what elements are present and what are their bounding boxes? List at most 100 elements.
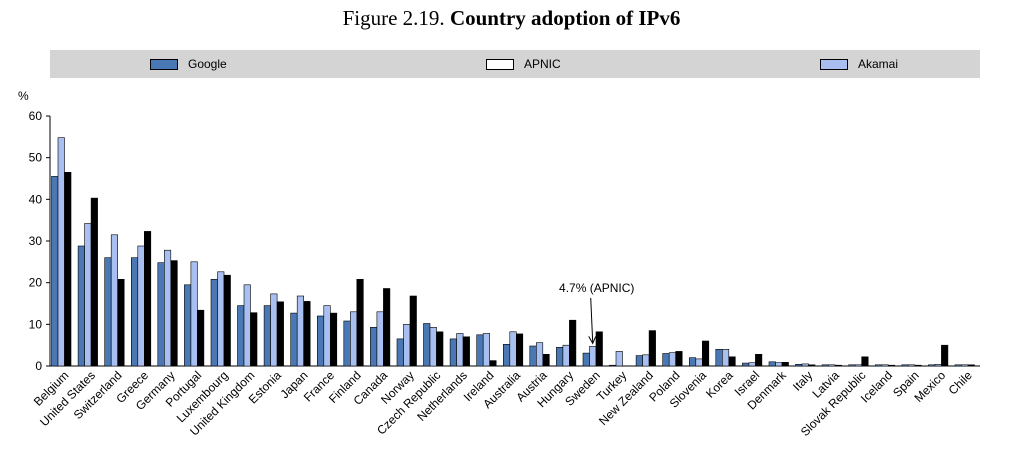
- bar-apnic: [781, 361, 789, 367]
- bar-apnic: [250, 312, 258, 367]
- bar-akamai: [509, 331, 517, 367]
- bar-apnic: [542, 353, 550, 367]
- bar-akamai: [562, 344, 570, 367]
- figure-number: Figure 2.19.: [342, 6, 445, 30]
- bar-group: [51, 137, 975, 367]
- bar-apnic: [170, 260, 178, 367]
- bar-apnic: [701, 340, 710, 367]
- bar-google: [848, 364, 856, 367]
- bar-google: [582, 352, 590, 367]
- bar-apnic: [383, 288, 391, 367]
- bar-akamai: [243, 284, 251, 367]
- bar-akamai: [854, 364, 863, 367]
- bar-apnic: [728, 356, 736, 367]
- bar-akamai: [695, 358, 703, 367]
- bar-akamai: [57, 137, 65, 367]
- bar-apnic: [223, 274, 231, 367]
- bar-google: [290, 312, 298, 367]
- bar-akamai: [403, 323, 411, 367]
- bar-akamai: [881, 364, 889, 367]
- bar-apnic: [64, 172, 72, 367]
- bar-apnic: [834, 364, 842, 367]
- bar-akamai: [961, 364, 969, 367]
- y-tick-label: 60: [29, 109, 43, 123]
- bar-google: [423, 323, 431, 367]
- bar-akamai: [721, 348, 730, 367]
- bar-google: [768, 361, 776, 367]
- bar-google: [928, 364, 936, 367]
- bar-apnic: [808, 364, 816, 367]
- bar-apnic: [144, 231, 152, 367]
- bar-akamai: [349, 311, 358, 367]
- bar-google: [901, 364, 909, 367]
- bar-google: [954, 364, 962, 367]
- bar-akamai: [296, 295, 305, 367]
- bar-akamai: [376, 311, 384, 367]
- bar-apnic: [462, 336, 470, 367]
- y-tick-label: 40: [29, 192, 43, 206]
- bar-apnic: [515, 333, 524, 367]
- bar-akamai: [748, 362, 756, 367]
- bar-google: [104, 257, 112, 367]
- bar-akamai: [775, 362, 783, 367]
- bar-google: [609, 364, 617, 367]
- legend-label-google: Google: [188, 57, 227, 71]
- bar-google: [874, 364, 883, 367]
- bar-google: [476, 334, 484, 367]
- bar-apnic: [967, 364, 975, 367]
- bar-apnic: [941, 344, 949, 367]
- bar-akamai: [801, 363, 809, 367]
- bar-google: [184, 284, 192, 367]
- bar-apnic: [569, 319, 577, 367]
- chart-legend: Google APNIC Akamai: [50, 50, 980, 78]
- bar-akamai: [164, 249, 172, 367]
- bar-google: [821, 364, 829, 367]
- bar-google: [343, 320, 351, 367]
- bar-google: [662, 353, 670, 367]
- bar-akamai: [429, 326, 437, 367]
- bar-google: [131, 257, 139, 367]
- legend-item-google: Google: [150, 57, 227, 71]
- figure-title: Figure 2.19. Country adoption of IPv6: [0, 6, 1023, 31]
- bar-akamai: [110, 234, 118, 367]
- bar-apnic: [197, 309, 205, 367]
- bar-apnic: [887, 364, 896, 367]
- bar-google: [210, 278, 218, 367]
- bar-akamai: [589, 346, 597, 367]
- bar-akamai: [934, 363, 942, 367]
- bar-apnic: [648, 330, 656, 367]
- bar-google: [449, 338, 457, 367]
- bar-apnic: [117, 278, 125, 367]
- legend-item-apnic: APNIC: [486, 57, 561, 71]
- bar-google: [502, 343, 511, 367]
- bar-google: [795, 363, 803, 367]
- bar-akamai: [828, 364, 836, 367]
- y-axis-label: %: [18, 89, 29, 103]
- bar-akamai: [217, 271, 225, 367]
- bar-google: [370, 326, 378, 367]
- bar-apnic: [356, 278, 364, 367]
- bar-akamai: [323, 305, 331, 367]
- bar-akamai: [482, 333, 491, 367]
- legend-swatch-apnic: [486, 58, 514, 70]
- bar-google: [742, 362, 750, 367]
- bar-google: [237, 305, 245, 367]
- bar-google: [316, 315, 325, 367]
- y-tick-label: 20: [29, 276, 43, 290]
- bar-apnic: [914, 364, 922, 367]
- y-tick-label: 50: [29, 151, 43, 165]
- bar-apnic: [329, 312, 338, 367]
- legend-label-apnic: APNIC: [524, 57, 561, 71]
- y-tick-label: 30: [29, 234, 43, 248]
- legend-swatch-google: [150, 58, 178, 70]
- bar-apnic: [436, 331, 444, 367]
- bar-apnic: [303, 301, 311, 367]
- bar-apnic: [409, 295, 417, 367]
- bar-apnic: [276, 301, 284, 367]
- bar-google: [529, 345, 537, 367]
- bar-google: [157, 262, 165, 367]
- bar-akamai: [84, 223, 92, 367]
- annotation-label: 4.7% (APNIC): [559, 281, 634, 295]
- bar-akamai: [137, 245, 145, 367]
